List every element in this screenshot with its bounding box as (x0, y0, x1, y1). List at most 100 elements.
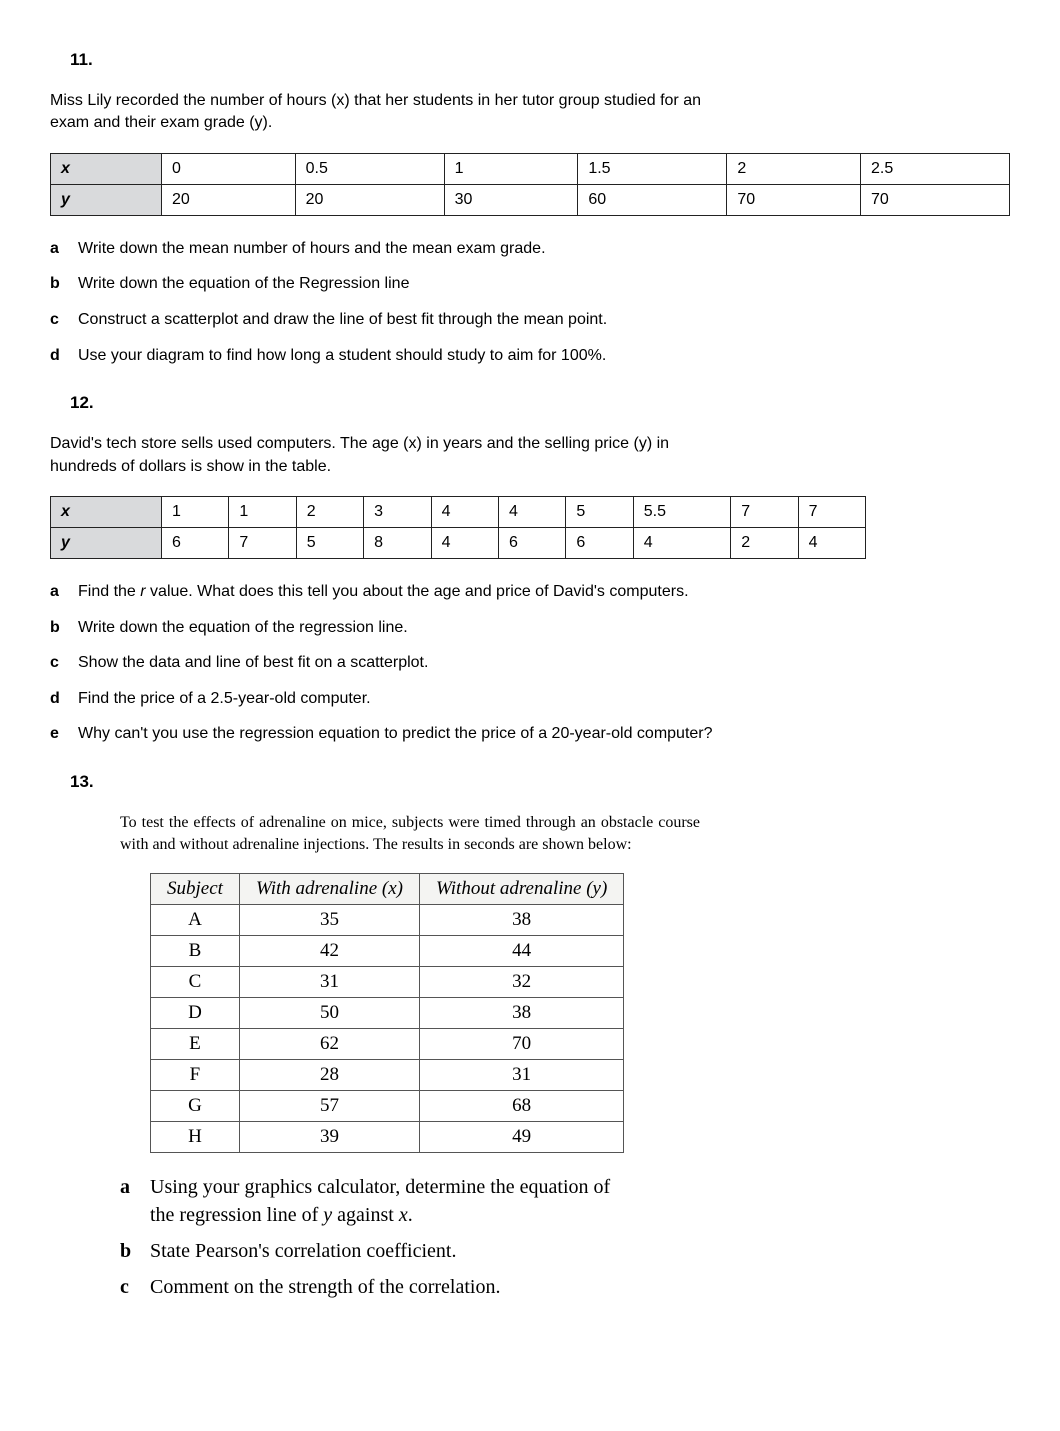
q13-f-2: 31 (419, 1060, 623, 1091)
q12-x-1: 1 (229, 496, 296, 527)
q12-y-9: 4 (798, 527, 865, 558)
q13-a-l1: Using your graphics calculator, determin… (150, 1176, 610, 1198)
label-b: b (50, 615, 78, 641)
q11-table: x 0 0.5 1 1.5 2 2.5 y 20 20 30 60 70 70 (50, 153, 1010, 216)
q11-x-0: 0 (162, 153, 296, 184)
q12-row-y: y 6 7 5 8 4 6 6 4 2 4 (51, 527, 866, 558)
q11-a: aWrite down the mean number of hours and… (50, 236, 1010, 262)
q13-c-1: 31 (239, 967, 419, 998)
q11-y-1: 20 (295, 184, 444, 215)
q11-number: 11. (70, 50, 1010, 70)
q12-intro-line2: hundreds of dollars is show in the table… (50, 458, 331, 475)
q11-b: bWrite down the equation of the Regressi… (50, 271, 1010, 297)
q12-y-3: 8 (364, 527, 431, 558)
q12-a: a Find the r value. What does this tell … (50, 579, 1010, 605)
q11-y-label: y (51, 184, 162, 215)
q11-parts: aWrite down the mean number of hours and… (50, 236, 1010, 368)
q13-h-0: H (151, 1122, 240, 1153)
label-d: d (50, 343, 78, 369)
q12-x-3: 3 (364, 496, 431, 527)
q13-c-text: Comment on the strength of the correlati… (150, 1273, 500, 1301)
q12-y-7: 4 (633, 527, 730, 558)
q13-a-post: . (408, 1204, 413, 1226)
q13-col-1: With adrenaline (x) (239, 874, 419, 905)
q13-row-f: F2831 (151, 1060, 624, 1091)
q13-e-0: E (151, 1029, 240, 1060)
q11-b-text: Write down the equation of the Regressio… (78, 271, 409, 297)
q13-d-2: 38 (419, 998, 623, 1029)
q13-part-c: cComment on the strength of the correlat… (120, 1273, 1010, 1301)
q12-b: bWrite down the equation of the regressi… (50, 615, 1010, 641)
q11-x-5: 2.5 (860, 153, 1009, 184)
q13-e-2: 70 (419, 1029, 623, 1060)
q13-row-b: B4244 (151, 936, 624, 967)
q13-row-c: C3132 (151, 967, 624, 998)
q12-a-post: value. What does this tell you about the… (146, 583, 689, 600)
q13-c-2: 32 (419, 967, 623, 998)
q12-intro-line1: David's tech store sells used computers.… (50, 435, 669, 452)
q11-y-2: 30 (444, 184, 578, 215)
q13-row-h: H3949 (151, 1122, 624, 1153)
q13-f-1: 28 (239, 1060, 419, 1091)
q12-y-1: 7 (229, 527, 296, 558)
q11-row-x: x 0 0.5 1 1.5 2 2.5 (51, 153, 1010, 184)
q11-row-y: y 20 20 30 60 70 70 (51, 184, 1010, 215)
q12-x-7: 5.5 (633, 496, 730, 527)
q11-intro: Miss Lily recorded the number of hours (… (50, 90, 1010, 135)
q13-row-g: G5768 (151, 1091, 624, 1122)
q13-a-y: y (323, 1204, 332, 1226)
q11-y-4: 70 (727, 184, 861, 215)
q12-y-2: 5 (296, 527, 363, 558)
q12-number: 12. (70, 393, 1010, 413)
q13-b-0: B (151, 936, 240, 967)
q13-h-1: 39 (239, 1122, 419, 1153)
q13-f-0: F (151, 1060, 240, 1091)
q13-col-0: Subject (151, 874, 240, 905)
q11-c-text: Construct a scatterplot and draw the lin… (78, 307, 607, 333)
q13-part-b: bState Pearson's correlation coefficient… (120, 1237, 1010, 1265)
q11-d: dUse your diagram to find how long a stu… (50, 343, 1010, 369)
q11-y-5: 70 (860, 184, 1009, 215)
label-d: d (50, 686, 78, 712)
q12-x-4: 4 (431, 496, 498, 527)
q11-x-4: 2 (727, 153, 861, 184)
q13-a-0: A (151, 905, 240, 936)
q12-e: eWhy can't you use the regression equati… (50, 721, 1010, 747)
q12-intro: David's tech store sells used computers.… (50, 433, 1010, 478)
q11-x-2: 1 (444, 153, 578, 184)
q13-table: Subject With adrenaline (x) Without adre… (150, 873, 624, 1153)
q13-block: To test the effects of adrenaline on mic… (120, 812, 1010, 1301)
q13-c-0: C (151, 967, 240, 998)
label-b: b (120, 1237, 150, 1265)
q11-intro-line2: exam and their exam grade (y). (50, 114, 272, 131)
q12-x-5: 4 (498, 496, 565, 527)
q13-b-2: 44 (419, 936, 623, 967)
worksheet-page: 11. Miss Lily recorded the number of hou… (0, 0, 1060, 1369)
q13-row-a: A3538 (151, 905, 624, 936)
q13-number: 13. (70, 772, 1010, 792)
q11-y-3: 60 (578, 184, 727, 215)
q12-table: x 1 1 2 3 4 4 5 5.5 7 7 y 6 7 5 8 4 6 6 … (50, 496, 866, 559)
q13-col-2: Without adrenaline (y) (419, 874, 623, 905)
q11-intro-line1: Miss Lily recorded the number of hours (… (50, 92, 701, 109)
q13-g-0: G (151, 1091, 240, 1122)
q12-d: dFind the price of a 2.5-year-old comput… (50, 686, 1010, 712)
q12-x-0: 1 (162, 496, 229, 527)
q13-d-1: 50 (239, 998, 419, 1029)
q13-b-text: State Pearson's correlation coefficient. (150, 1237, 456, 1265)
q11-d-text: Use your diagram to find how long a stud… (78, 343, 606, 369)
q12-x-label: x (51, 496, 162, 527)
q13-a-l2-pre: the regression line of (150, 1204, 323, 1226)
q11-a-text: Write down the mean number of hours and … (78, 236, 546, 262)
q12-b-text: Write down the equation of the regressio… (78, 615, 408, 641)
q12-y-4: 4 (431, 527, 498, 558)
q13-b-1: 42 (239, 936, 419, 967)
q12-y-8: 2 (731, 527, 798, 558)
q13-a-mid: against (332, 1204, 399, 1226)
q11-x-label: x (51, 153, 162, 184)
q13-row-e: E6270 (151, 1029, 624, 1060)
label-b: b (50, 271, 78, 297)
q12-x-9: 7 (798, 496, 865, 527)
q13-a-x: x (399, 1204, 408, 1226)
q12-parts: a Find the r value. What does this tell … (50, 579, 1010, 747)
